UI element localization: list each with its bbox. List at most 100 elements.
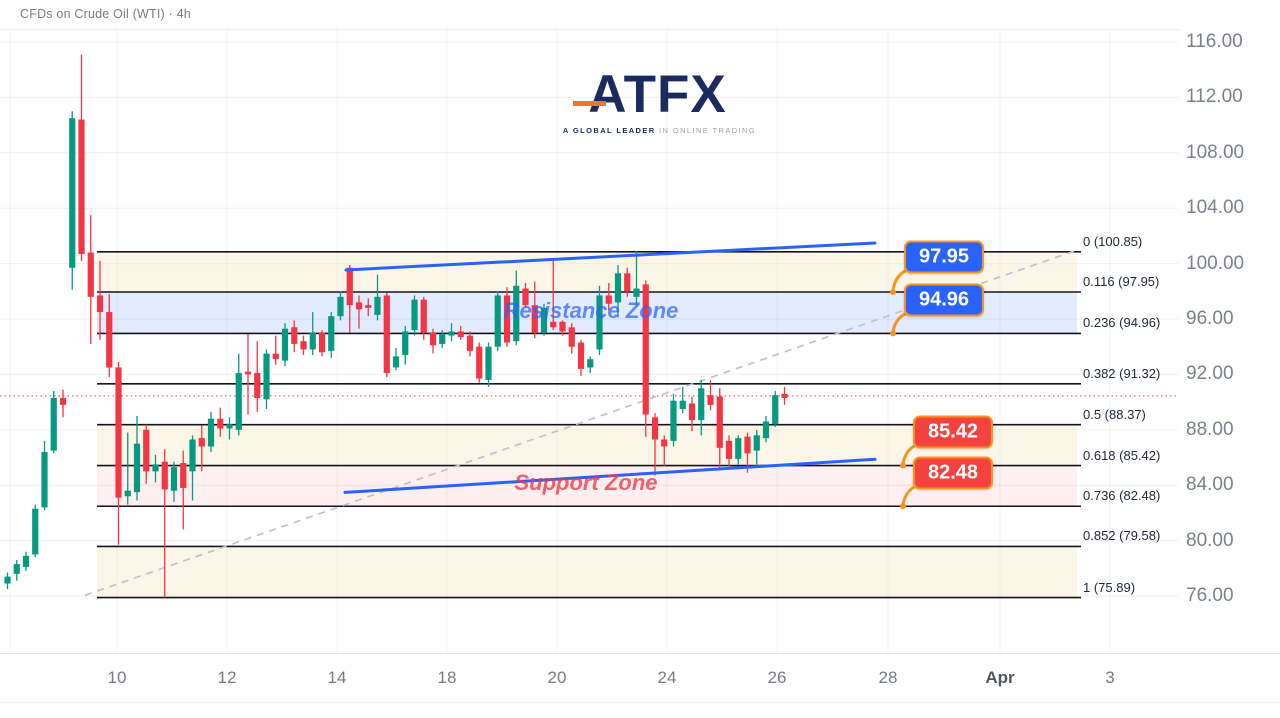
support-zone-label: Support Zone xyxy=(514,470,658,495)
price-tick-116: 116.00 xyxy=(1186,31,1243,52)
price-callout-85-42[interactable]: 85.42 xyxy=(912,415,994,449)
candle-body xyxy=(753,435,760,451)
candle-body xyxy=(328,316,335,351)
bottom-divider xyxy=(0,702,1280,703)
candle-body xyxy=(781,393,788,398)
fib-label-0.116: 0.116 (97.95) xyxy=(1083,273,1160,289)
candle-body xyxy=(670,400,677,441)
fib-label-0.852: 0.852 (79.58) xyxy=(1083,528,1161,544)
candle-body xyxy=(41,451,48,508)
candle-body xyxy=(22,555,30,567)
price-tick-84: 84.00 xyxy=(1186,474,1234,496)
candle-body xyxy=(161,461,168,490)
candle-body xyxy=(337,296,344,317)
symbol-title[interactable]: CFDs on Crude Oil (WTI) · 4h xyxy=(20,7,191,21)
atfx-logo-orange-bar xyxy=(573,101,606,106)
price-callout-82-48[interactable]: 82.48 xyxy=(912,456,994,490)
candle-body xyxy=(522,288,529,306)
candle-body xyxy=(143,429,150,472)
candle-body xyxy=(152,464,159,472)
resistance-zone-label: Resistance Zone xyxy=(503,298,679,323)
candle-body xyxy=(207,418,215,447)
candle-body xyxy=(50,397,57,451)
candle-body xyxy=(698,388,705,421)
price-tick-100: 100.00 xyxy=(1186,252,1245,274)
candle-body xyxy=(235,373,242,430)
candle-body xyxy=(226,424,233,429)
candle-body xyxy=(4,576,11,584)
date-tick-Apr: Apr xyxy=(985,668,1015,687)
price-tick-76: 76.00 xyxy=(1186,585,1234,606)
price-callout-94-96[interactable]: 94.96 xyxy=(903,283,985,317)
candle-body xyxy=(318,332,326,353)
candle-body xyxy=(661,439,668,447)
candle-body xyxy=(32,508,39,555)
candle-body xyxy=(725,440,733,459)
date-tick-18: 18 xyxy=(437,668,457,687)
fib-label-1: 1 (75.89) xyxy=(1083,579,1136,595)
candle-body xyxy=(540,307,548,333)
candle-body xyxy=(300,341,307,350)
candle-body xyxy=(439,334,446,344)
atfx-tagline-bold: A GLOBAL LEADER xyxy=(562,126,656,135)
candle-body xyxy=(96,295,104,313)
callout-anchor-dot xyxy=(890,288,896,295)
fib-label-0.618: 0.618 (85.42) xyxy=(1083,447,1161,463)
price-tick-92: 92.00 xyxy=(1186,363,1234,385)
candle-body xyxy=(244,371,252,375)
candle-body xyxy=(365,305,372,308)
candle-body xyxy=(263,353,270,400)
price-callout-97-95[interactable]: 97.95 xyxy=(903,240,985,274)
candle-body xyxy=(587,359,594,368)
candle-body xyxy=(494,295,501,347)
candle-body xyxy=(87,252,94,297)
candle-body xyxy=(716,396,723,448)
candle-body xyxy=(762,421,770,439)
candle-body xyxy=(457,331,464,338)
callout-anchor-dot xyxy=(900,462,906,469)
candle-body xyxy=(633,288,640,297)
candle-body xyxy=(466,335,474,351)
fib-label-0.5: 0.5 (88.37) xyxy=(1083,406,1146,422)
candle-body xyxy=(624,273,631,292)
candle-body xyxy=(59,397,67,405)
header-divider xyxy=(0,29,1180,30)
date-tick-3: 3 xyxy=(1105,668,1115,687)
candle-body xyxy=(429,332,437,346)
candle-body xyxy=(596,295,603,350)
price-tick-112: 112.00 xyxy=(1186,86,1243,108)
candle-body xyxy=(651,417,659,440)
candle-body xyxy=(679,400,686,410)
candle-body xyxy=(707,395,714,405)
candle-body xyxy=(735,438,742,459)
candle-body xyxy=(420,299,427,333)
candle-body xyxy=(272,353,279,360)
candle-body xyxy=(614,273,622,303)
date-tick-28: 28 xyxy=(878,668,898,687)
price-tick-108: 108.00 xyxy=(1186,141,1245,163)
time-axis-separator xyxy=(0,653,1280,654)
candle-body xyxy=(281,328,289,361)
date-tick-10: 10 xyxy=(107,668,127,687)
candle-body xyxy=(513,285,520,342)
candle-body xyxy=(217,418,224,429)
callout-anchor-dot xyxy=(890,330,896,337)
candle-body xyxy=(170,467,178,491)
candle-body xyxy=(69,118,76,268)
candle-body xyxy=(503,295,511,343)
candle-body xyxy=(78,119,85,254)
candle-body xyxy=(688,403,696,421)
candle-body xyxy=(198,438,205,447)
lower-trendline[interactable] xyxy=(343,457,877,494)
candle-body xyxy=(106,312,113,368)
upper-trendline[interactable] xyxy=(344,241,877,272)
candle-body xyxy=(402,331,409,356)
atfx-tagline: A GLOBAL LEADER IN ONLINE TRADING xyxy=(562,126,757,135)
candle-body xyxy=(115,367,122,498)
fib-label-0: 0 (100.85) xyxy=(1083,233,1143,249)
candle-body xyxy=(531,305,538,333)
candle-body xyxy=(383,295,390,374)
candle-body xyxy=(568,327,575,347)
